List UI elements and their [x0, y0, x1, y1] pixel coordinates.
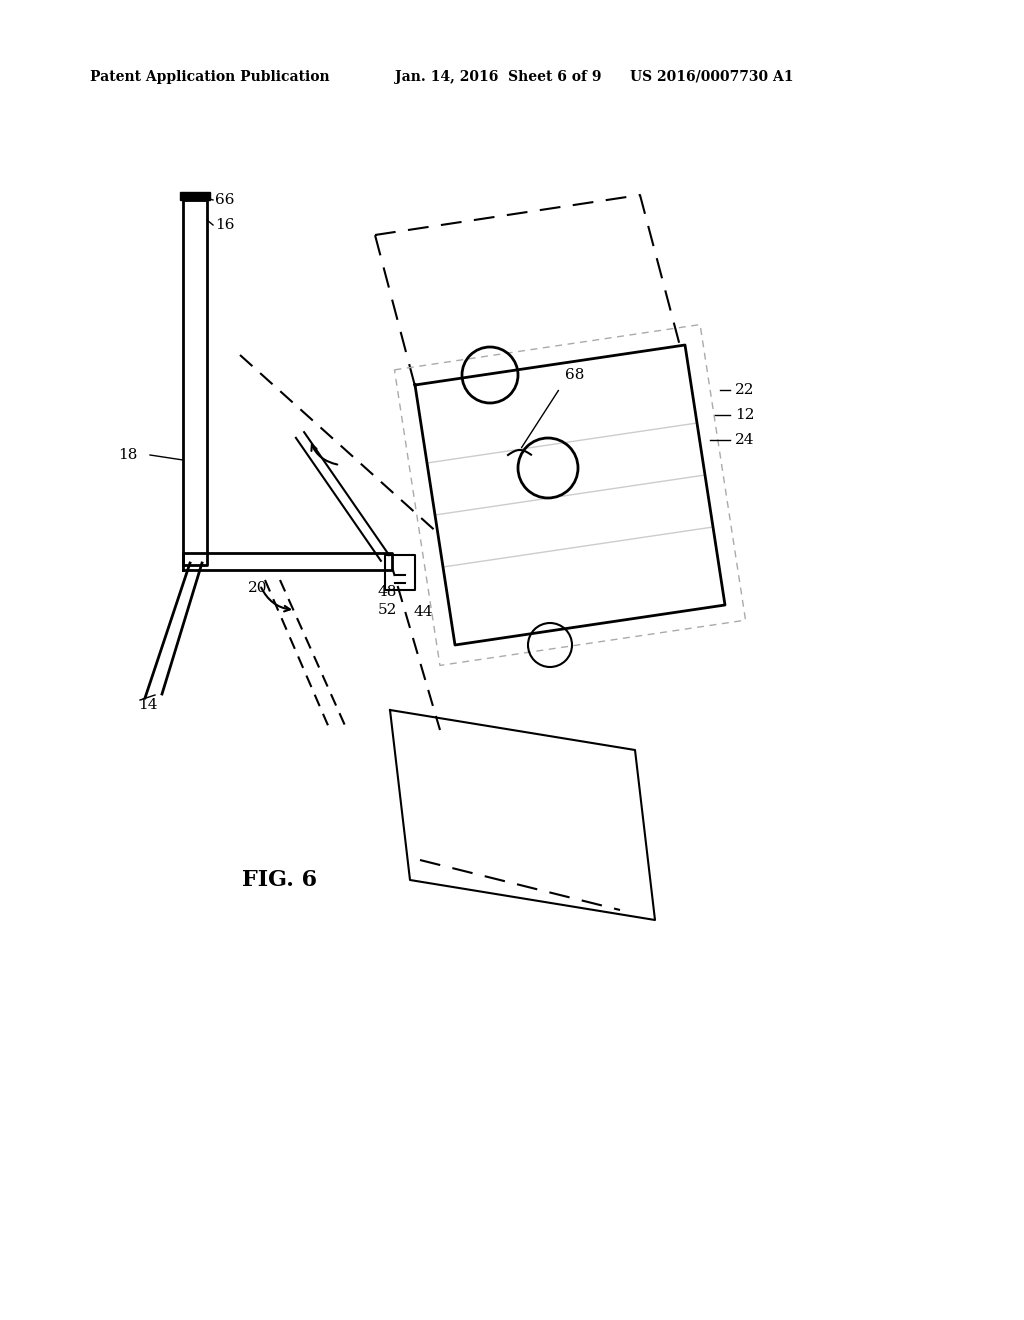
- Text: 66: 66: [215, 193, 234, 207]
- Text: 48: 48: [378, 585, 397, 599]
- Text: 22: 22: [735, 383, 755, 397]
- Text: 16: 16: [215, 218, 234, 232]
- Text: 18: 18: [118, 447, 137, 462]
- Polygon shape: [183, 553, 392, 570]
- Text: Jan. 14, 2016  Sheet 6 of 9: Jan. 14, 2016 Sheet 6 of 9: [395, 70, 601, 84]
- Polygon shape: [415, 345, 725, 645]
- Text: FIG. 6: FIG. 6: [243, 869, 317, 891]
- Polygon shape: [180, 191, 210, 201]
- Text: US 2016/0007730 A1: US 2016/0007730 A1: [630, 70, 794, 84]
- Text: 52: 52: [378, 603, 397, 616]
- Polygon shape: [183, 201, 207, 565]
- Text: Patent Application Publication: Patent Application Publication: [90, 70, 330, 84]
- Text: 24: 24: [735, 433, 755, 447]
- Text: 44: 44: [413, 605, 432, 619]
- Text: 20: 20: [248, 581, 267, 595]
- Text: 12: 12: [735, 408, 755, 422]
- Text: 14: 14: [138, 698, 158, 711]
- Text: 68: 68: [565, 368, 585, 381]
